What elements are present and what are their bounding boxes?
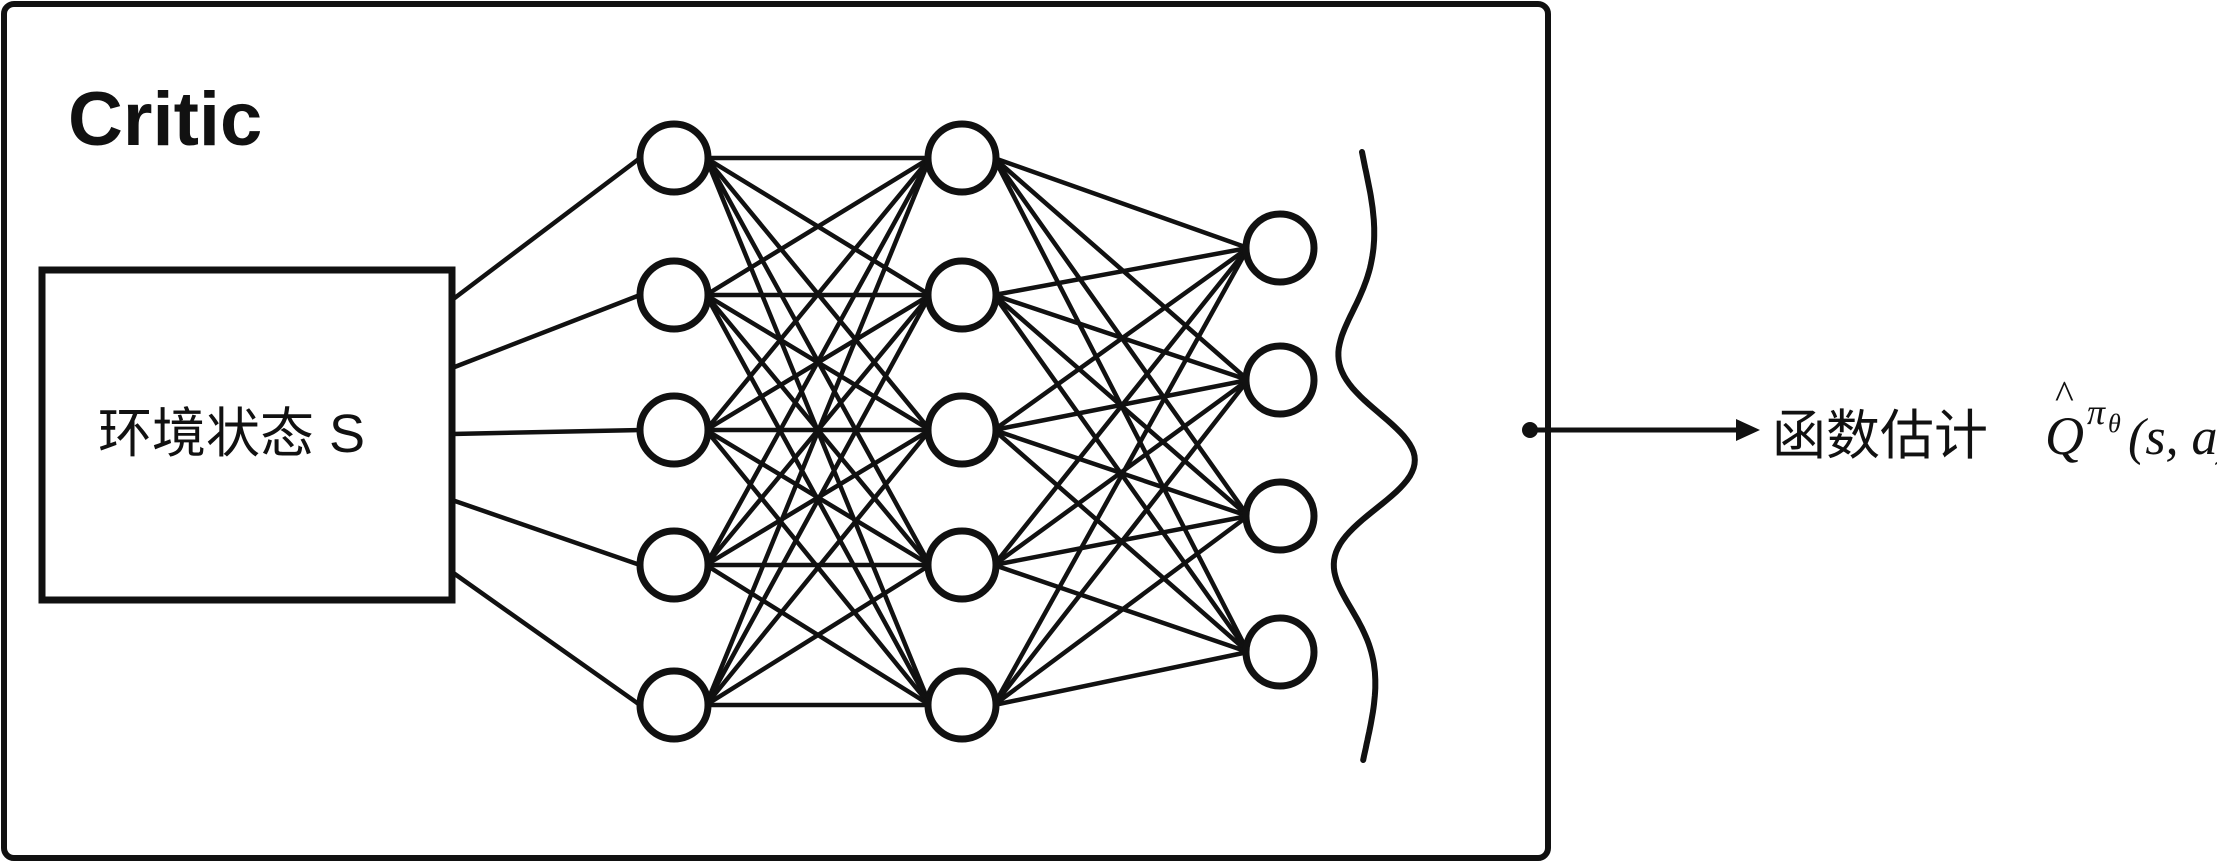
layer-connection: [704, 428, 932, 707]
input-state-label: 环境状态 S: [98, 404, 365, 464]
neuron-node: [924, 527, 1000, 603]
layer-connection: [992, 246, 1250, 567]
q-hat-accent: ^: [2055, 372, 2074, 417]
layer-connection: [992, 156, 1250, 382]
input-connection: [451, 427, 641, 437]
neuron-node: [636, 667, 712, 743]
neuron-node: [924, 257, 1000, 333]
critic-title: Critic: [68, 77, 262, 162]
input-connection: [451, 292, 641, 371]
q-symbol: Q: [2045, 406, 2084, 466]
layer-connection: [993, 155, 1249, 251]
input-connection: [451, 497, 641, 568]
neuron-node: [636, 120, 712, 196]
input-state-box: [38, 266, 456, 604]
input-connection: [450, 156, 642, 302]
layer-connection: [704, 293, 932, 707]
network-connections: [450, 155, 1251, 708]
layer-connection: [704, 156, 932, 567]
layer-connection: [993, 649, 1249, 708]
output-distribution-curve: [1330, 149, 1418, 763]
neuron-node: [1242, 614, 1318, 690]
layer-connection: [703, 157, 933, 706]
output-label: 函数估计: [1772, 406, 1988, 466]
subscript-theta: θ: [2108, 409, 2121, 438]
layer-connection: [704, 156, 932, 297]
neuron-node: [1242, 210, 1318, 286]
q-arguments: (s, a): [2128, 409, 2217, 466]
layer-connection: [992, 246, 1250, 707]
layer-connection: [704, 156, 932, 432]
neuron-node: [636, 257, 712, 333]
neuron-node: [636, 527, 712, 603]
neuron-node: [1242, 342, 1318, 418]
output-math-expression: ^ Q π θ (s, a): [2045, 372, 2217, 466]
layer-connection: [992, 514, 1250, 707]
layer-connection: [993, 245, 1249, 298]
input-connection: [450, 570, 642, 707]
neuron-node: [924, 392, 1000, 468]
output-arrow-head: [1736, 419, 1760, 441]
layer-connection: [704, 563, 932, 707]
superscript-pi: π: [2087, 392, 2106, 432]
network-nodes: [636, 120, 1318, 743]
neuron-node: [924, 667, 1000, 743]
neuron-node: [924, 120, 1000, 196]
layer-connection: [992, 378, 1250, 707]
neuron-node: [636, 392, 712, 468]
neuron-node: [1242, 478, 1318, 554]
layer-connection: [992, 246, 1250, 432]
